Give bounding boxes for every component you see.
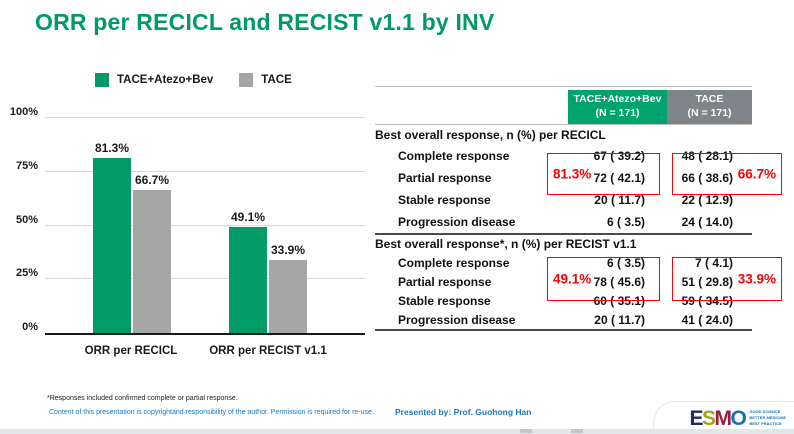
x-category-label-recist: ORR per RECIST v1.1 bbox=[209, 345, 327, 357]
esmo-footer-card: ESMO GOOD SCIENCE BETTER MEDICINE BEST PRA… bbox=[653, 401, 794, 434]
cell-arm1: 67 ( 39.2) bbox=[593, 149, 645, 163]
row-label: Progression disease bbox=[398, 312, 516, 327]
bar-value-label: 81.3% bbox=[94, 141, 130, 156]
cell-arm1: 20 ( 11.7) bbox=[594, 312, 645, 327]
bar-tace-atezo-bev-recist: 49.1% bbox=[229, 210, 267, 333]
bar-tace-atezo-bev-recicl: 81.3% bbox=[93, 141, 131, 333]
bar-tace-recist: 33.9% bbox=[269, 243, 307, 333]
row-label: Complete response bbox=[398, 255, 510, 270]
table-row: Partial response 78 ( 45.6) 51 ( 29.8) bbox=[375, 272, 752, 291]
cell-arm2: 22 ( 12.9) bbox=[681, 193, 733, 207]
table-header-arm1: TACE+Atezo+Bev (N = 171) bbox=[568, 90, 667, 124]
row-label: Stable response bbox=[398, 293, 491, 308]
gridline-100 bbox=[45, 117, 365, 118]
arm2-name: TACE bbox=[695, 93, 724, 106]
cell-arm1: 20 ( 11.7) bbox=[594, 193, 645, 207]
y-tick-50: 50% bbox=[15, 213, 38, 226]
legend-swatch-tace bbox=[239, 73, 254, 87]
table-row: Progression disease 6 ( 3.5) 24 ( 14.0) bbox=[375, 211, 752, 233]
cell-arm1: 60 ( 35.1) bbox=[593, 293, 645, 308]
arm1-n: (N = 171) bbox=[595, 107, 640, 119]
x-category-label-recicl: ORR per RECICL bbox=[84, 345, 178, 357]
cell-arm1: 78 ( 45.6) bbox=[593, 274, 645, 289]
gridline-25 bbox=[45, 278, 365, 280]
cell-arm2: 48 ( 28.1) bbox=[681, 149, 733, 163]
cell-arm2: 51 ( 29.8) bbox=[681, 274, 733, 289]
bar-value-label: 33.9% bbox=[270, 243, 306, 258]
bar-tace-recicl: 66.7% bbox=[133, 173, 171, 333]
ui-fragment bbox=[571, 429, 583, 433]
esmo-logo: ESMO GOOD SCIENCE BETTER MEDICINE BEST PRA… bbox=[689, 408, 786, 429]
table-row: Progression disease 20 ( 11.7) 41 ( 24.0… bbox=[375, 310, 752, 329]
bottom-strip bbox=[0, 429, 794, 434]
y-tick-75: 75% bbox=[15, 159, 38, 172]
gridline-75 bbox=[45, 170, 365, 172]
legend-label-tace-atezo-bev: TACE+Atezo+Bev bbox=[117, 74, 214, 86]
legend-item-tace: TACE bbox=[239, 73, 292, 87]
cell-arm2: 7 ( 4.1) bbox=[694, 255, 733, 270]
arm1-name: TACE+Atezo+Bev bbox=[573, 93, 662, 106]
table-row: Stable response 20 ( 11.7) 22 ( 12.9) bbox=[375, 189, 752, 211]
esmo-logo-tagline: GOOD SCIENCE BETTER MEDICINE BEST PRACTICE bbox=[749, 409, 786, 426]
table-row: Complete response 6 ( 3.5) 7 ( 4.1) bbox=[375, 253, 752, 272]
cell-arm1: 6 ( 3.5) bbox=[606, 255, 645, 270]
row-label: Partial response bbox=[398, 274, 492, 289]
y-tick-25: 25% bbox=[15, 267, 38, 280]
table-row: Stable response 60 ( 35.1) 59 ( 34.5) bbox=[375, 291, 752, 310]
row-label: Stable response bbox=[398, 193, 491, 207]
section-title-recicl: Best overall response, n (%) per RECICL bbox=[375, 128, 606, 142]
chart-legend: TACE+Atezo+Bev TACE bbox=[95, 73, 292, 87]
section-divider bbox=[375, 233, 752, 235]
legend-label-tace: TACE bbox=[261, 74, 292, 86]
cell-arm2: 66 ( 38.6) bbox=[681, 171, 733, 185]
esmo-logo-letters: ESMO bbox=[689, 406, 746, 430]
cell-arm2: 41 ( 24.0) bbox=[681, 312, 733, 327]
bar-chart-plot: 0% 25% 50% 75% 100% 81.3% 66.7% 49.1% 33… bbox=[10, 106, 365, 335]
section-title-recist: Best overall response*, n (%) per RECIST… bbox=[375, 237, 637, 251]
results-table: TACE+Atezo+Bev (N = 171) TACE (N = 171) … bbox=[375, 86, 782, 331]
row-label: Partial response bbox=[398, 171, 492, 185]
page-title: ORR per RECICL and RECIST v1.1 by INV bbox=[35, 9, 495, 35]
bar-value-label: 49.1% bbox=[230, 210, 266, 225]
row-label: Progression disease bbox=[398, 215, 516, 229]
table-header-row: TACE+Atezo+Bev (N = 171) TACE (N = 171) bbox=[375, 89, 752, 125]
table-top-border bbox=[375, 86, 752, 87]
cell-arm1: 6 ( 3.5) bbox=[606, 215, 645, 229]
ui-fragment bbox=[520, 429, 532, 433]
arm2-n: (N = 171) bbox=[687, 107, 732, 119]
legend-swatch-tace-atezo-bev bbox=[95, 73, 109, 87]
table-bottom-border bbox=[375, 329, 752, 331]
cell-arm2: 59 ( 34.5) bbox=[681, 293, 733, 308]
presented-by-text: Presented by: Prof. Guohong Han bbox=[395, 407, 532, 417]
row-label: Complete response bbox=[398, 149, 510, 163]
gridline-50 bbox=[45, 224, 365, 226]
table-header-arm2: TACE (N = 171) bbox=[667, 90, 752, 124]
y-tick-0: 0% bbox=[22, 321, 38, 333]
copyright-text: Content of this presentation is copyrigh… bbox=[49, 409, 374, 416]
table-row: Partial response 72 ( 42.1) 66 ( 38.6) bbox=[375, 167, 752, 189]
cell-arm1: 72 ( 42.1) bbox=[593, 171, 645, 185]
footnote-text: *Responses included confirmed complete o… bbox=[47, 395, 238, 402]
cell-arm2: 24 ( 14.0) bbox=[681, 215, 733, 229]
bar-value-label: 66.7% bbox=[134, 172, 170, 187]
y-tick-100: 100% bbox=[9, 106, 38, 118]
table-row: Complete response 67 ( 39.2) 48 ( 28.1) bbox=[375, 145, 752, 167]
